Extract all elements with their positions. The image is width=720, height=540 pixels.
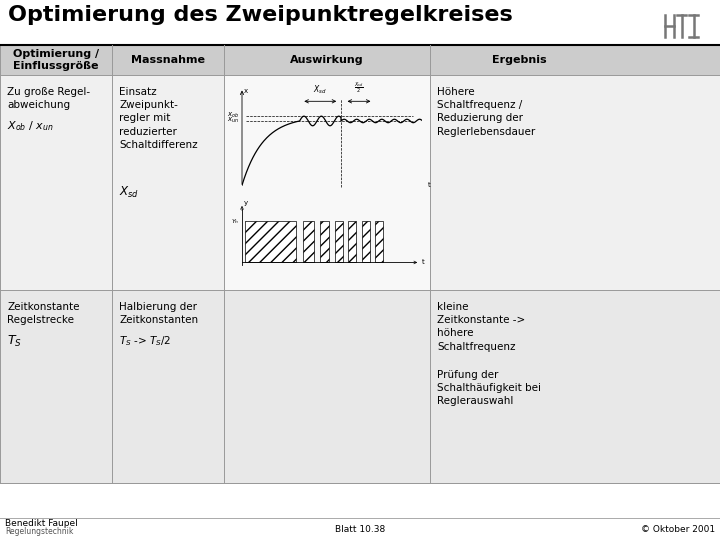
Bar — [361, 221, 370, 262]
Bar — [303, 221, 314, 262]
Bar — [320, 221, 329, 262]
Text: Benedikt Faupel: Benedikt Faupel — [5, 519, 78, 529]
Text: Einsatz
Zweipunkt-
regler mit
reduzierter
Schaltdifferenz: Einsatz Zweipunkt- regler mit reduzierte… — [119, 87, 197, 150]
Text: $x_{ob}$: $x_{ob}$ — [227, 111, 239, 120]
Text: Massnahme: Massnahme — [131, 55, 205, 65]
Text: Blatt 10.38: Blatt 10.38 — [335, 524, 385, 534]
Text: $X_{sd}$: $X_{sd}$ — [119, 185, 139, 200]
Bar — [0, 45, 720, 483]
Bar — [335, 221, 343, 262]
Text: t: t — [422, 259, 425, 266]
Text: Höhere
Schaltfrequenz /
Reduzierung der
Reglerlebensdauer: Höhere Schaltfrequenz / Reduzierung der … — [437, 87, 535, 137]
Text: y: y — [244, 200, 248, 206]
Text: $T_S$: $T_S$ — [7, 334, 22, 349]
Text: $X_{sd}$: $X_{sd}$ — [313, 83, 327, 96]
Text: $\frac{X_{sd}}{2}$: $\frac{X_{sd}}{2}$ — [354, 81, 364, 96]
Text: Halbierung der
Zeitkonstanten: Halbierung der Zeitkonstanten — [119, 302, 198, 325]
Text: Regelungstechnik: Regelungstechnik — [5, 528, 73, 537]
Bar — [348, 221, 356, 262]
Text: © Oktober 2001: © Oktober 2001 — [641, 524, 715, 534]
Text: x: x — [244, 87, 248, 93]
Text: Zeitkonstante
Regelstrecke: Zeitkonstante Regelstrecke — [7, 302, 79, 325]
Text: Optimierung /
Einflussgröße: Optimierung / Einflussgröße — [13, 49, 99, 71]
Text: $T_S$ -> $T_S$/2: $T_S$ -> $T_S$/2 — [119, 334, 171, 348]
Text: Zu große Regel-
abweichung: Zu große Regel- abweichung — [7, 87, 90, 110]
Text: Ergebnis: Ergebnis — [492, 55, 546, 65]
Text: Optimierung des Zweipunktregelkreises: Optimierung des Zweipunktregelkreises — [8, 5, 513, 25]
Text: kleine
Zeitkonstante ->
höhere
Schaltfrequenz: kleine Zeitkonstante -> höhere Schaltfre… — [437, 302, 526, 352]
Bar — [224, 75, 430, 290]
Text: $x_{un}$: $x_{un}$ — [227, 116, 239, 125]
Bar — [0, 45, 720, 75]
Bar — [0, 75, 720, 290]
Text: Prüfung der
Schalthäufigkeit bei
Reglerauswahl: Prüfung der Schalthäufigkeit bei Reglera… — [437, 370, 541, 407]
Bar — [0, 290, 720, 483]
Bar — [245, 221, 296, 262]
Text: $X_{ob}$ / $x_{un}$: $X_{ob}$ / $x_{un}$ — [7, 119, 54, 133]
Text: t: t — [428, 182, 430, 188]
Text: $Y_h$: $Y_h$ — [231, 217, 239, 226]
Text: Auswirkung: Auswirkung — [290, 55, 364, 65]
Bar — [375, 221, 383, 262]
